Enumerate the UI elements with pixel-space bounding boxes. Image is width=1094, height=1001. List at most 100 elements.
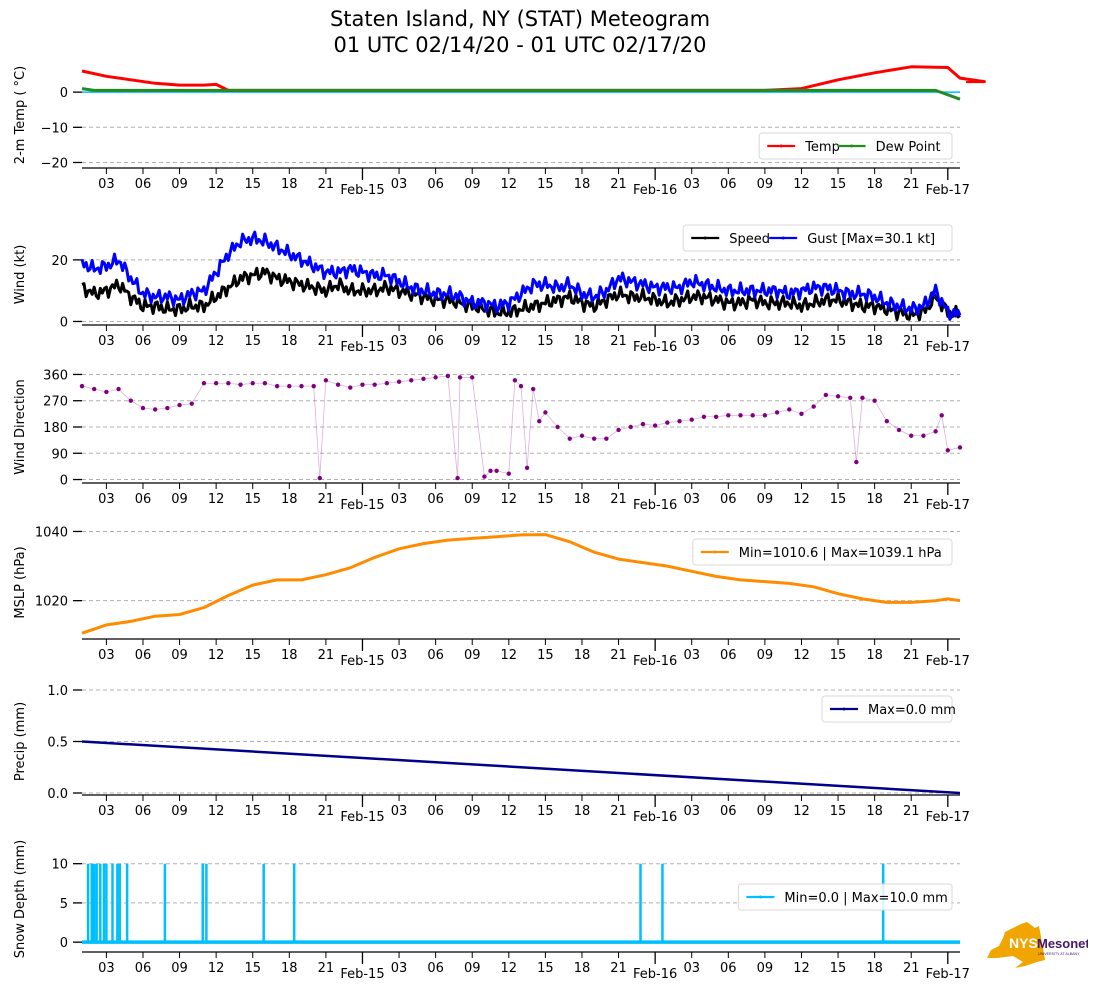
y-tick-label: 5 — [60, 897, 68, 912]
wind-direction-point — [555, 424, 560, 430]
x-tick-label: 21 — [318, 804, 335, 819]
x-tick-label: 21 — [610, 961, 627, 976]
x-tick-label: 09 — [757, 648, 774, 663]
wind-direction-point — [909, 433, 914, 438]
x-tick-label: 15 — [830, 804, 847, 819]
x-tick-label: 06 — [135, 334, 152, 349]
wind-direction-point — [250, 381, 255, 386]
x-tick-label: 15 — [537, 334, 554, 349]
x-tick-label: 03 — [683, 177, 700, 192]
y-axis-label: 2-m Temp ( °C) — [13, 66, 28, 164]
legend-marker — [703, 236, 707, 240]
nys-mesonet-logo: NYS Mesonet UNIVERSITY AT ALBANY — [987, 922, 1088, 968]
x-tick-label: 12 — [208, 334, 225, 349]
legend-marker — [781, 236, 785, 240]
x-tick-label: 03 — [98, 177, 115, 192]
x-tick-label: 15 — [537, 177, 554, 192]
x-tick-label: 03 — [391, 804, 408, 819]
y-tick-label: 270 — [43, 395, 68, 410]
x-tick-label: 18 — [574, 334, 591, 349]
wind-direction-point — [360, 382, 365, 387]
x-tick-label: 21 — [903, 492, 920, 507]
wind-direction-point — [274, 383, 280, 389]
x-tick-label: 21 — [610, 492, 627, 507]
x-tick-label: 12 — [501, 648, 518, 663]
x-tick-label: 09 — [171, 961, 188, 976]
x-day-label: Feb-16 — [633, 967, 677, 982]
x-tick-label: 06 — [720, 334, 737, 349]
x-tick-label: 21 — [610, 177, 627, 192]
legend-precip: Max=0.0 mm — [821, 695, 956, 723]
x-day-label: Feb-15 — [340, 967, 384, 982]
x-tick-label: 18 — [574, 492, 591, 507]
x-tick-label: 09 — [757, 961, 774, 976]
wind-direction-point — [226, 381, 231, 386]
logo-university-text: UNIVERSITY AT ALBANY — [1038, 952, 1080, 956]
series-line-dew-point — [81, 87, 961, 101]
x-tick-label: 09 — [171, 648, 188, 663]
x-tick-label: 03 — [98, 334, 115, 349]
x-tick-label: 09 — [171, 804, 188, 819]
wind-direction-point — [537, 418, 542, 424]
x-tick-label: 09 — [757, 804, 774, 819]
wind-direction-point — [238, 382, 243, 387]
wind-direction-point — [921, 433, 926, 438]
y-tick-label: 360 — [43, 368, 68, 383]
wind-direction-point — [945, 448, 951, 453]
wind-direction-point — [455, 475, 460, 481]
series-line-gust-max-30-1-kt- — [80, 230, 962, 321]
wind-direction-point — [488, 468, 493, 473]
wind-direction-point — [348, 385, 353, 390]
y-tick-label: 10 — [51, 858, 68, 873]
y-axis-label: Precip (mm) — [13, 702, 28, 781]
wind-direction-point — [677, 418, 682, 424]
x-day-label: Feb-16 — [633, 183, 677, 198]
x-tick-label: 12 — [208, 177, 225, 192]
x-tick-label: 21 — [610, 804, 627, 819]
x-day-label: Feb-15 — [340, 498, 384, 513]
wind-direction-point — [457, 375, 463, 380]
x-tick-label: 21 — [903, 177, 920, 192]
logo-mesonet-text: Mesonet — [1037, 936, 1088, 951]
x-tick-label: 15 — [244, 961, 261, 976]
x-tick-label: 03 — [391, 492, 408, 507]
x-tick-label: 06 — [427, 961, 444, 976]
x-tick-label: 06 — [135, 961, 152, 976]
wind-direction-point — [317, 475, 322, 481]
x-tick-label: 06 — [135, 804, 152, 819]
x-tick-label: 06 — [135, 492, 152, 507]
x-tick-label: 18 — [866, 334, 883, 349]
x-tick-label: 09 — [757, 492, 774, 507]
x-tick-label: 06 — [135, 177, 152, 192]
x-tick-label: 03 — [683, 961, 700, 976]
legend-snow: Min=0.0 | Max=10.0 mm — [737, 883, 953, 911]
legend-label: Gust [Max=30.1 kt] — [807, 232, 935, 247]
x-day-label: Feb-15 — [340, 810, 384, 825]
x-tick-label: 15 — [537, 961, 554, 976]
wind-direction-point — [530, 386, 536, 392]
x-tick-label: 12 — [793, 177, 810, 192]
legend-box — [682, 224, 953, 252]
x-day-label: Feb-17 — [926, 340, 970, 355]
x-tick-label: 21 — [903, 648, 920, 663]
x-tick-label: 18 — [866, 177, 883, 192]
wind-direction-point — [939, 413, 944, 418]
panel-mslp: 1020 1040 MSLP (hPa) 03 06 09 12 15 18 21 Feb-15 03… — [13, 525, 970, 669]
wind-direction-point — [335, 382, 341, 387]
x-tick-label: 15 — [537, 804, 554, 819]
wind-direction-point — [91, 386, 97, 392]
x-tick-label: 06 — [720, 492, 737, 507]
y-tick-label: 90 — [51, 447, 68, 462]
wind-direction-point — [543, 410, 548, 415]
wind-direction-point — [848, 395, 853, 401]
wind-direction-connector — [81, 375, 961, 479]
x-tick-label: 09 — [464, 334, 481, 349]
y-tick-label: 0.5 — [47, 736, 68, 751]
wind-direction-point — [262, 381, 268, 386]
y-axis-label: MSLP (hPa) — [13, 546, 28, 618]
wind-direction-point — [835, 394, 841, 399]
wind-direction-point — [409, 378, 414, 383]
x-tick-label: 09 — [464, 648, 481, 663]
y-tick-label: 1020 — [35, 595, 68, 610]
